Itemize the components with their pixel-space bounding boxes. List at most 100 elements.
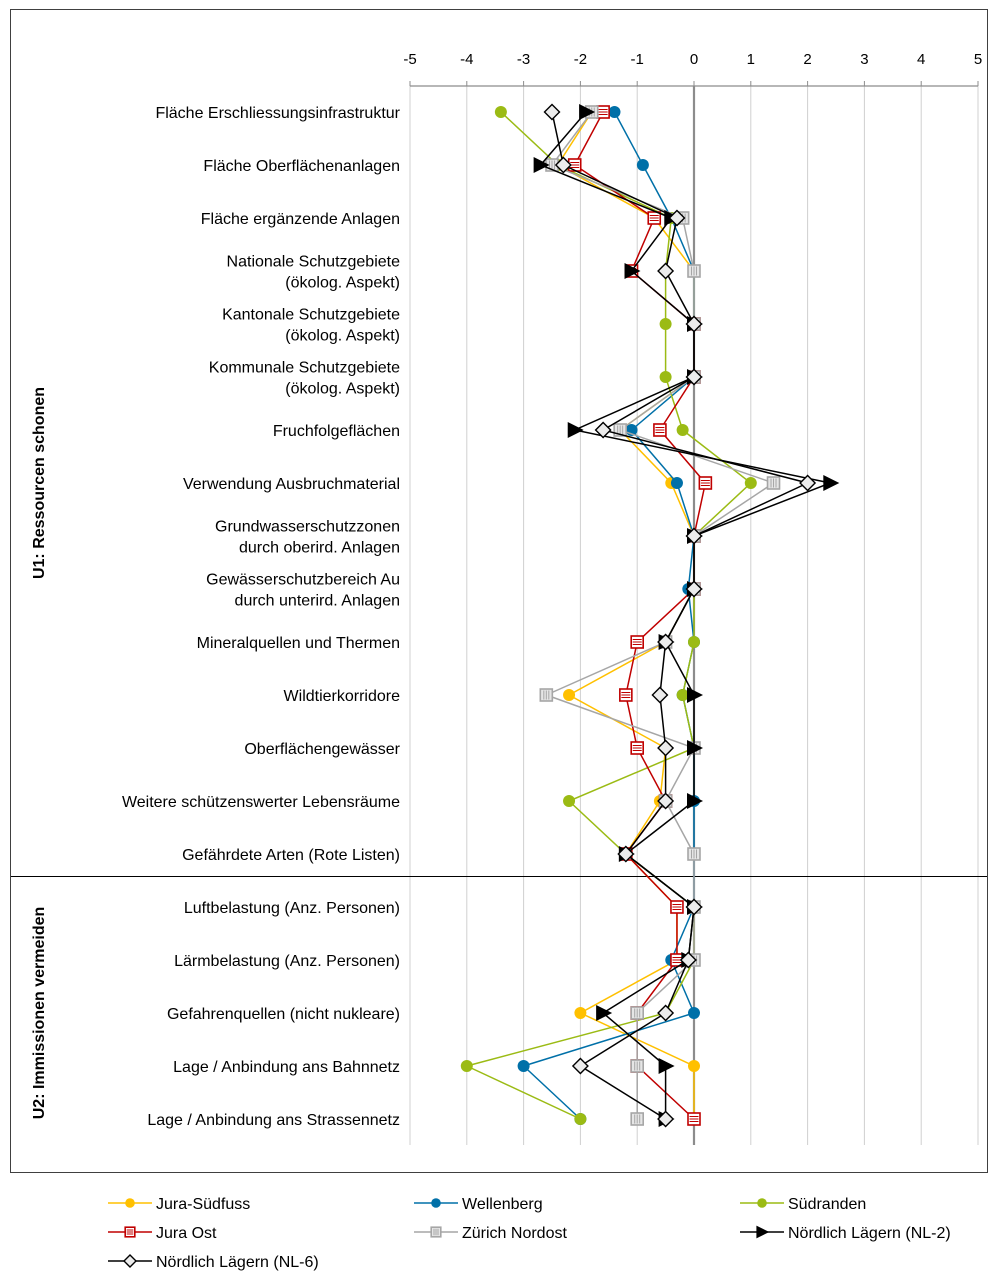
marker-square — [124, 1226, 136, 1238]
marker-diamond — [554, 156, 572, 174]
category-label: Lage / Anbindung ans Strassennetz — [147, 1112, 400, 1129]
marker-circle — [574, 1113, 587, 1125]
category-label: (ökolog. Aspekt) — [285, 328, 400, 345]
marker-diamond — [617, 845, 635, 863]
marker-square — [687, 1112, 701, 1126]
series — [460, 103, 840, 1128]
legend-label: Südranden — [788, 1196, 866, 1213]
marker-diamond — [657, 262, 675, 280]
marker-square — [670, 900, 684, 914]
legend-label: Zürich Nordost — [462, 1225, 567, 1242]
category-label: Verwendung Ausbruchmaterial — [183, 476, 400, 493]
marker-square — [653, 423, 667, 437]
category-label: Fläche Erschliessungsinfrastruktur — [155, 105, 400, 122]
legend-entry: Südranden — [740, 1196, 866, 1213]
legend-entry: Nördlich Lägern (NL-6) — [108, 1254, 319, 1271]
x-tick-label: 0 — [690, 51, 698, 68]
legend-entry: Jura-Südfuss — [108, 1196, 250, 1213]
category-label: durch unterird. Anlagen — [235, 593, 400, 610]
category-label: Weitere schützenswerter Lebensräume — [122, 794, 400, 811]
x-tick-label: 5 — [974, 51, 982, 68]
marker-diamond — [685, 315, 703, 333]
marker-square — [687, 847, 701, 861]
category-label: Gefahrenquellen (nicht nukleare) — [167, 1006, 400, 1023]
x-tick-label: 1 — [747, 51, 755, 68]
legend-entry: Zürich Nordost — [414, 1225, 567, 1242]
x-tick-label: -3 — [517, 51, 530, 68]
marker-circle — [125, 1198, 135, 1208]
category-label: durch oberird. Anlagen — [239, 540, 400, 557]
category-label: Kantonale Schutzgebiete — [222, 307, 400, 324]
x-tick-label: 4 — [917, 51, 925, 68]
category-label: Wildtierkorridore — [284, 688, 401, 705]
legend-entry: Jura Ost — [108, 1225, 217, 1242]
marker-square — [619, 688, 633, 702]
marker-triangle — [579, 104, 596, 120]
category-label: Gefährdete Arten (Rote Listen) — [182, 847, 400, 864]
category-label: (ökolog. Aspekt) — [285, 275, 400, 292]
marker-diamond — [799, 474, 817, 492]
marker-diamond — [657, 1004, 675, 1022]
marker-circle — [517, 1060, 530, 1072]
marker-triangle — [533, 157, 550, 173]
x-tick-label: -2 — [574, 51, 587, 68]
x-tick-label: -4 — [460, 51, 473, 68]
marker-circle — [460, 1060, 473, 1072]
legend: Jura-Südfuss Wellenberg Südranden Jura Ost Z… — [108, 1196, 951, 1271]
marker-triangle — [687, 793, 703, 809]
marker-circle — [670, 477, 683, 489]
category-label: Grundwasserschutzzonen — [215, 519, 400, 536]
marker-triangle — [596, 1005, 613, 1021]
marker-diamond — [594, 421, 612, 439]
marker-circle — [659, 371, 672, 383]
marker-diamond — [685, 368, 703, 386]
marker-circle — [431, 1198, 441, 1208]
marker-square — [698, 476, 713, 490]
marker-diamond — [657, 792, 675, 810]
category-label: Luftbelastung (Anz. Personen) — [184, 900, 400, 917]
category-label: Nationale Schutzgebiete — [227, 254, 401, 271]
marker-square — [687, 264, 701, 278]
marker-square — [630, 741, 645, 755]
legend-label: Nördlich Lägern (NL-2) — [788, 1225, 951, 1242]
group-label: U1: Ressourcen schonen — [31, 387, 48, 579]
marker-circle — [659, 318, 672, 330]
x-tick-label: 2 — [803, 51, 811, 68]
legend-entry: Wellenberg — [414, 1196, 543, 1213]
marker-circle — [636, 159, 649, 171]
marker-square — [630, 1112, 645, 1126]
marker-square — [766, 476, 781, 490]
category-label: Kommunale Schutzgebiete — [209, 360, 400, 377]
marker-diamond — [657, 633, 675, 651]
category-label: Lärmbelastung (Anz. Personen) — [174, 953, 400, 970]
marker-diamond — [685, 580, 703, 598]
category-label: Oberflächengewässer — [244, 741, 400, 758]
series-line — [551, 111, 810, 1120]
marker-triangle — [823, 475, 840, 491]
legend-label: Nördlich Lägern (NL-6) — [156, 1254, 319, 1271]
marker-square — [539, 688, 554, 702]
marker-circle — [563, 689, 576, 701]
marker-square — [647, 211, 662, 225]
category-label: Gewässerschutzbereich Au — [206, 572, 400, 589]
x-axis: -5 -4 -3 -2 -1 0 1 2 3 4 5 — [403, 51, 982, 87]
marker-diamond — [123, 1254, 137, 1268]
category-label: Lage / Anbindung ans Bahnnetz — [173, 1059, 400, 1076]
marker-circle — [494, 106, 507, 118]
legend-entry: Nördlich Lägern (NL-2) — [740, 1225, 951, 1242]
group-label: U2: Immissionen vermeiden — [31, 907, 48, 1120]
legend-label: Jura-Südfuss — [156, 1196, 250, 1213]
category-label: Fläche ergänzende Anlagen — [201, 211, 400, 228]
marker-triangle — [658, 1058, 675, 1074]
marker-circle — [676, 689, 689, 701]
marker-diamond — [571, 1057, 589, 1075]
marker-circle — [688, 636, 700, 648]
marker-square — [630, 635, 645, 649]
x-tick-label: -5 — [403, 51, 416, 68]
marker-diamond — [679, 951, 697, 969]
marker-circle — [563, 795, 576, 807]
series-n-rdlich-l-gern-nl-6- — [543, 103, 817, 1128]
marker-diamond — [657, 739, 675, 757]
x-tick-label: -1 — [631, 51, 644, 68]
